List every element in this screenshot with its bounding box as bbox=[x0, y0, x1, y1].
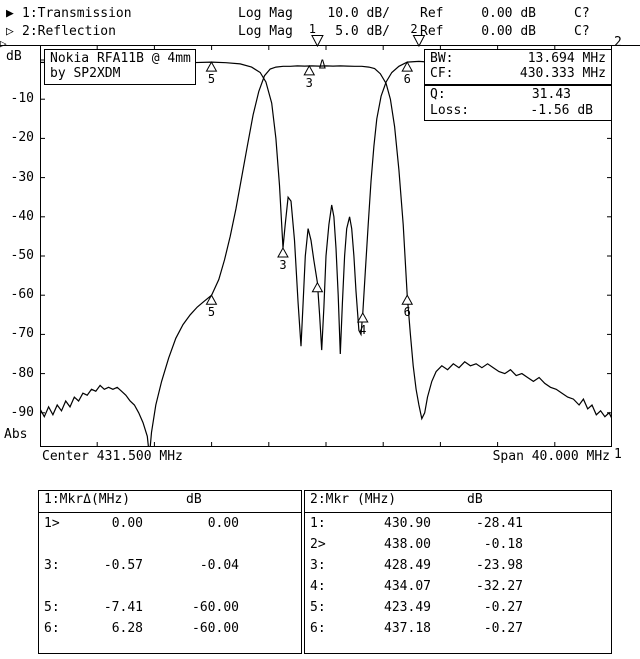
ch1-edge-indicator: 1 bbox=[614, 447, 622, 462]
bw-cf-box: BW: 13.694 MHz CF: 430.333 MHz bbox=[424, 49, 612, 85]
table-cell: 4: bbox=[310, 579, 326, 594]
marker-table-ch1-db-header: dB bbox=[186, 492, 202, 507]
bw-label: BW: bbox=[430, 51, 454, 66]
y-tick-60: -60 bbox=[10, 287, 34, 302]
table-cell: 0.00 bbox=[111, 516, 143, 531]
cf-label: CF: bbox=[430, 66, 454, 81]
y-tick-80: -80 bbox=[10, 366, 34, 381]
table-cell: -23.98 bbox=[476, 558, 523, 573]
table-cell: 430.90 bbox=[384, 516, 431, 531]
trace1-label: 1:Transmission bbox=[22, 6, 132, 21]
table-cell: 6: bbox=[44, 621, 60, 636]
y-tick-70: -70 bbox=[10, 326, 34, 341]
trace1-ref-value: 0.00 dB bbox=[481, 6, 536, 21]
marker-table-ch2-db-header: dB bbox=[467, 492, 483, 507]
trace2-scale: 5.0 dB/ bbox=[335, 24, 390, 39]
table-cell: 6: bbox=[310, 621, 326, 636]
device-annotation-box: Nokia RFA11B @ 4mm by SP2XDM bbox=[44, 49, 196, 85]
table-cell: -0.27 bbox=[483, 621, 523, 636]
table-cell: -0.27 bbox=[483, 600, 523, 615]
marker-table-ch1: 1:MkrΔ(MHz) dB 1> 0.00 0.00 3: -0.57 -0.… bbox=[38, 490, 302, 654]
trace1-format: Log Mag bbox=[238, 6, 293, 21]
loss-label: Loss: bbox=[430, 103, 470, 118]
trace1-active-icon: ▶ bbox=[6, 6, 14, 21]
table-cell: -60.00 bbox=[192, 621, 239, 636]
y-tick-40: -40 bbox=[10, 209, 34, 224]
loss-value: -1.56 dB bbox=[530, 103, 593, 118]
table-cell: 0.00 bbox=[207, 516, 239, 531]
q-label: Q: bbox=[430, 87, 446, 102]
q-value: 31.43 bbox=[531, 87, 571, 102]
y-axis-abs-label: Abs bbox=[4, 427, 28, 442]
table-cell: 5: bbox=[310, 600, 326, 615]
y-tick-10: -10 bbox=[10, 91, 34, 106]
table-cell: -28.41 bbox=[476, 516, 523, 531]
table-cell: 434.07 bbox=[384, 579, 431, 594]
ch2-edge-indicator: 2 bbox=[614, 35, 622, 50]
marker-table-ch1-title: 1:MkrΔ(MHz) bbox=[44, 492, 131, 507]
table-cell: -7.41 bbox=[103, 600, 143, 615]
table-cell: -32.27 bbox=[476, 579, 523, 594]
trace1-ref-label: Ref bbox=[420, 6, 444, 21]
trace1-cal-status: C? bbox=[574, 6, 590, 21]
trace1-scale: 10.0 dB/ bbox=[327, 6, 390, 21]
y-axis-unit: dB bbox=[6, 49, 22, 64]
ch2-ref-level-icon: ▷ bbox=[0, 37, 7, 50]
table-cell: -0.57 bbox=[103, 558, 143, 573]
table-cell: 437.18 bbox=[384, 621, 431, 636]
table-cell: -0.04 bbox=[199, 558, 239, 573]
y-tick-50: -50 bbox=[10, 248, 34, 263]
table-cell: 423.49 bbox=[384, 600, 431, 615]
marker-table-ch2: 2:Mkr (MHz) dB 1: 430.90 -28.41 2> 438.0… bbox=[304, 490, 612, 654]
cf-value: 430.333 MHz bbox=[519, 66, 606, 81]
y-tick-90: -90 bbox=[10, 405, 34, 420]
table-cell: 438.00 bbox=[384, 537, 431, 552]
table-cell: 6.28 bbox=[111, 621, 143, 636]
header-divider bbox=[39, 512, 301, 513]
table-cell: 2> bbox=[310, 537, 326, 552]
table-cell: 1: bbox=[310, 516, 326, 531]
trace2-format: Log Mag bbox=[238, 24, 293, 39]
span-label: Span 40.000 MHz bbox=[492, 449, 610, 464]
trace2-active-icon: ▷ bbox=[6, 24, 14, 39]
marker-table-ch2-title: 2:Mkr (MHz) bbox=[310, 492, 397, 507]
device-name: Nokia RFA11B @ 4mm bbox=[50, 51, 191, 66]
trace2-cal-status: C? bbox=[574, 24, 590, 39]
table-cell: 3: bbox=[44, 558, 60, 573]
trace2-ref-value: 0.00 dB bbox=[481, 24, 536, 39]
trace2-ref-label: Ref bbox=[420, 24, 444, 39]
center-frequency-label: Center 431.500 MHz bbox=[42, 449, 183, 464]
table-cell: -60.00 bbox=[192, 600, 239, 615]
table-cell: 428.49 bbox=[384, 558, 431, 573]
table-cell: 1> bbox=[44, 516, 60, 531]
y-tick-20: -20 bbox=[10, 130, 34, 145]
table-cell: 5: bbox=[44, 600, 60, 615]
table-cell: 3: bbox=[310, 558, 326, 573]
device-author: by SP2XDM bbox=[50, 66, 121, 81]
header-divider bbox=[305, 512, 611, 513]
q-loss-box: Q: 31.43 Loss: -1.56 dB bbox=[424, 85, 612, 121]
table-cell: -0.18 bbox=[483, 537, 523, 552]
y-tick-30: -30 bbox=[10, 170, 34, 185]
bw-value: 13.694 MHz bbox=[527, 51, 606, 66]
trace2-label: 2:Reflection bbox=[22, 24, 116, 39]
